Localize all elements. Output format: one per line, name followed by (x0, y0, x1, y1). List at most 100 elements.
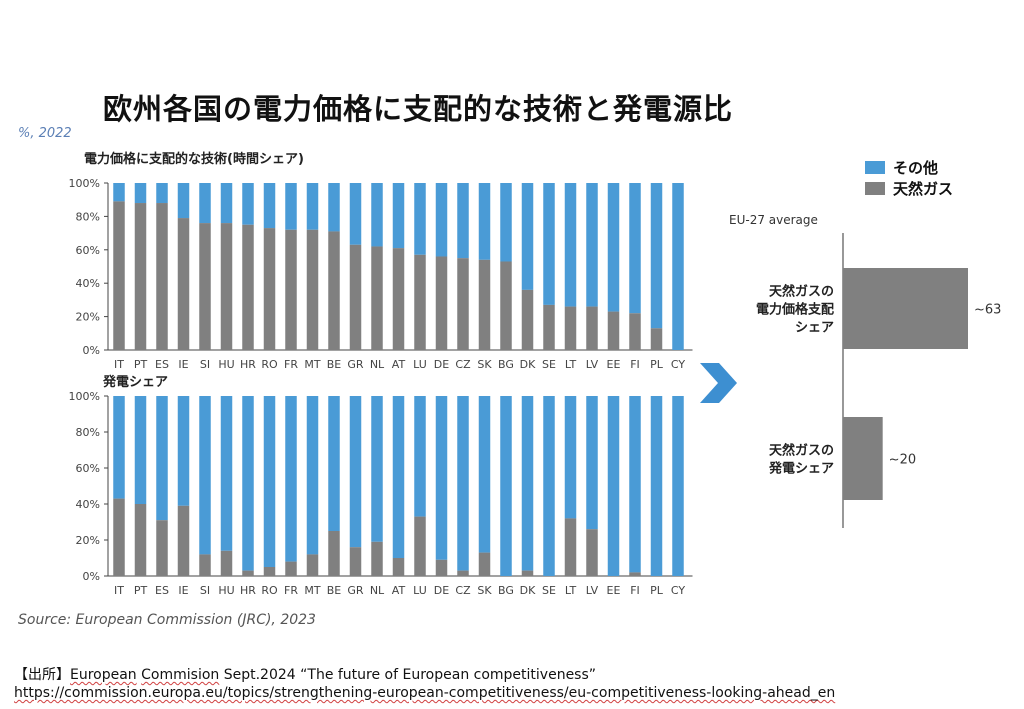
bar-other-at (392, 183, 405, 249)
bar-other-mt (306, 396, 319, 555)
x-tick-label: IE (178, 584, 188, 597)
bar-gas-lu (414, 254, 426, 350)
x-tick-label: LT (565, 584, 577, 597)
x-tick-label: EE (607, 584, 621, 597)
eu-category-label: 発電シェア (768, 461, 834, 477)
panel-title: 電力価格に支配的な技術(時間シェア) (84, 151, 304, 167)
x-tick-label: HR (240, 358, 256, 371)
x-tick-label: PT (134, 358, 148, 371)
bar-other-lv (586, 396, 598, 530)
citation-word: Commision (141, 667, 220, 683)
bar-gas-lu (414, 516, 426, 576)
bar-other-lt (564, 183, 577, 307)
y-tick-label: 80% (76, 426, 100, 439)
bar-gas-pl (650, 328, 663, 350)
x-tick-label: FI (630, 358, 640, 371)
x-tick-label: CZ (455, 584, 471, 597)
x-tick-label: CZ (455, 358, 471, 371)
bar-gas-pt (134, 203, 147, 350)
bar-other-be (328, 396, 340, 531)
bar-gas-be (328, 531, 340, 576)
eu-bar (843, 417, 883, 500)
bar-gas-dk (521, 289, 534, 350)
x-tick-label: RO (261, 584, 278, 597)
x-tick-label: GR (347, 358, 364, 371)
bar-gas-nl (371, 541, 383, 576)
y-tick-label: 60% (76, 462, 100, 475)
x-tick-label: EE (607, 358, 621, 371)
x-tick-label: ES (155, 584, 169, 597)
bar-other-si (199, 183, 211, 224)
x-tick-label: AT (392, 584, 406, 597)
x-tick-label: HU (218, 358, 234, 371)
y-tick-label: 40% (76, 277, 100, 290)
bar-other-nl (371, 183, 383, 247)
bar-gas-fr (285, 229, 297, 350)
bar-gas-de (435, 559, 448, 576)
citation-prefix: 【出所】 (14, 667, 70, 683)
bar-other-ie (177, 183, 190, 219)
x-tick-label: SK (477, 358, 492, 371)
bar-gas-ro (263, 567, 276, 576)
bar-other-sk (478, 183, 491, 260)
page-title: 欧州各国の電力価格に支配的な技術と発電源比 (103, 92, 734, 126)
bar-other-lu (414, 396, 426, 517)
bar-gas-at (392, 558, 405, 576)
bar-other-lu (414, 183, 426, 255)
bar-gas-hu (220, 223, 233, 350)
bar-other-bg (500, 396, 512, 576)
bar-other-ie (177, 396, 190, 506)
x-tick-label: IE (178, 358, 188, 371)
x-tick-label: IT (114, 584, 124, 597)
bar-other-cz (457, 396, 469, 571)
bar-other-ee (607, 396, 620, 576)
x-tick-label: MT (304, 358, 320, 371)
bar-gas-si (199, 223, 211, 350)
bar-other-lt (564, 396, 577, 519)
x-tick-label: BE (327, 358, 342, 371)
x-tick-label: LU (413, 584, 427, 597)
bar-gas-ee (607, 311, 620, 350)
bar-gas-lt (564, 518, 577, 576)
bar-other-nl (371, 396, 383, 542)
bar-gas-mt (306, 229, 319, 350)
bar-gas-hr (242, 570, 254, 576)
bar-other-it (113, 183, 125, 202)
bar-other-hr (242, 183, 254, 225)
x-tick-label: SE (542, 358, 556, 371)
bar-gas-nl (371, 246, 383, 350)
bar-other-cz (457, 183, 469, 259)
bar-other-de (435, 396, 448, 560)
x-tick-label: GR (347, 584, 364, 597)
bar-other-ro (263, 396, 276, 567)
legend-label: 天然ガス (893, 180, 953, 198)
bar-other-pl (650, 183, 663, 329)
x-tick-label: DK (520, 584, 536, 597)
x-tick-label: SI (200, 584, 210, 597)
x-tick-label: DE (434, 358, 449, 371)
bar-gas-sk (478, 552, 491, 576)
bar-gas-lv (586, 306, 598, 350)
x-tick-label: NL (370, 584, 385, 597)
legend-label: その他 (893, 159, 938, 177)
bar-gas-ro (263, 228, 276, 350)
x-tick-label: NL (370, 358, 385, 371)
citation-url: https://commission.europa.eu/topics/stre… (14, 685, 835, 701)
citation-line: 【出所】European Commision Sept.2024 “The fu… (14, 664, 596, 684)
bar-gas-hr (242, 224, 254, 350)
bar-other-fr (285, 396, 297, 562)
x-tick-label: HR (240, 584, 256, 597)
chevron-right-icon (700, 363, 737, 403)
eu-bar (843, 268, 968, 349)
bar-gas-fi (629, 313, 641, 350)
bar-other-cy (672, 183, 684, 350)
bar-other-pt (134, 396, 147, 504)
y-tick-label: 0% (83, 344, 100, 357)
bar-other-de (435, 183, 448, 257)
bar-other-mt (306, 183, 319, 230)
bar-gas-es (156, 520, 168, 576)
x-tick-label: PT (134, 584, 148, 597)
x-tick-label: FR (284, 584, 298, 597)
eu-category-label: シェア (795, 321, 834, 336)
bar-gas-at (392, 248, 405, 350)
